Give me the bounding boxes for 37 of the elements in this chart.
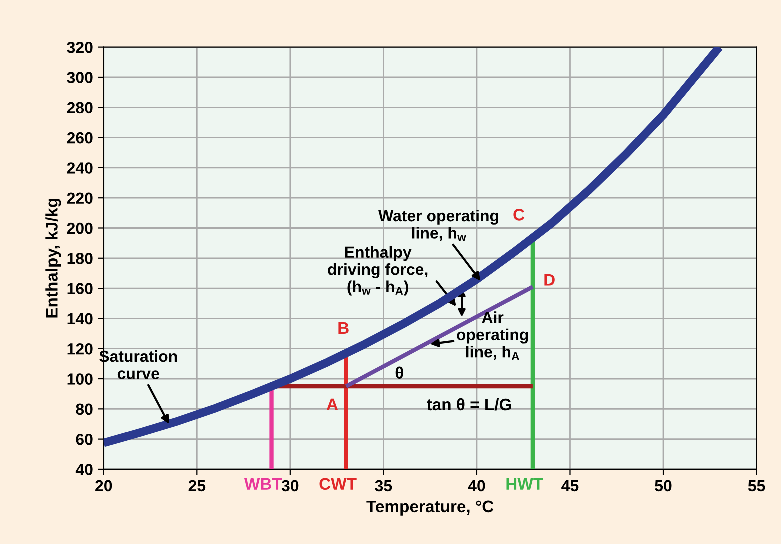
y-tick-label: 60	[76, 434, 93, 446]
annotation: Air operating line, h$_{A}$	[457, 312, 528, 360]
y-tick-label: 160	[68, 283, 93, 294]
x-tick-label: 40	[468, 480, 486, 492]
annotation: D	[544, 274, 555, 286]
annotation: tan θ = L/G	[427, 398, 512, 411]
annotation: Enthalpy driving force, (h$_{w}$ - h$_{A}$)	[328, 246, 428, 296]
y-tick-label: 320	[67, 42, 93, 54]
annotation: B	[338, 322, 349, 334]
annotation: Water operating line, h$_{w}$	[378, 210, 498, 242]
x-tick-label: 55	[748, 480, 766, 492]
annotation: WBT	[244, 478, 282, 490]
y-tick-label: 80	[76, 404, 93, 416]
y-tick-label: 240	[67, 162, 93, 174]
y-tick-label: 40	[76, 464, 93, 476]
annotation: C	[514, 209, 525, 221]
x-tick-label: 50	[655, 480, 672, 492]
y-tick-label: 140	[68, 313, 93, 325]
y-tick-label: 180	[68, 253, 93, 264]
annotation: CWT	[320, 478, 357, 490]
y-tick-label: 260	[67, 132, 93, 144]
y-tick-label: 220	[67, 192, 93, 204]
y-tick-label: 300	[67, 72, 93, 84]
annotation: θ	[396, 366, 404, 379]
y-tick-label: 200	[67, 222, 93, 234]
y-tick-label: 100	[68, 374, 93, 385]
x-axis-title: Temperature, °C	[366, 500, 494, 516]
x-tick-label: 30	[282, 480, 299, 492]
annotation: A	[326, 398, 338, 410]
x-tick-label: 45	[562, 480, 579, 492]
y-axis-title: Enthalpy, kJ/kg	[46, 198, 62, 318]
annotation: HWT	[506, 478, 544, 490]
y-tick-label: 120	[68, 343, 93, 355]
y-tick-label: 280	[67, 102, 93, 114]
x-tick-label: 25	[188, 480, 206, 492]
x-tick-label: 35	[375, 480, 392, 492]
x-tick-label: 20	[96, 480, 112, 492]
